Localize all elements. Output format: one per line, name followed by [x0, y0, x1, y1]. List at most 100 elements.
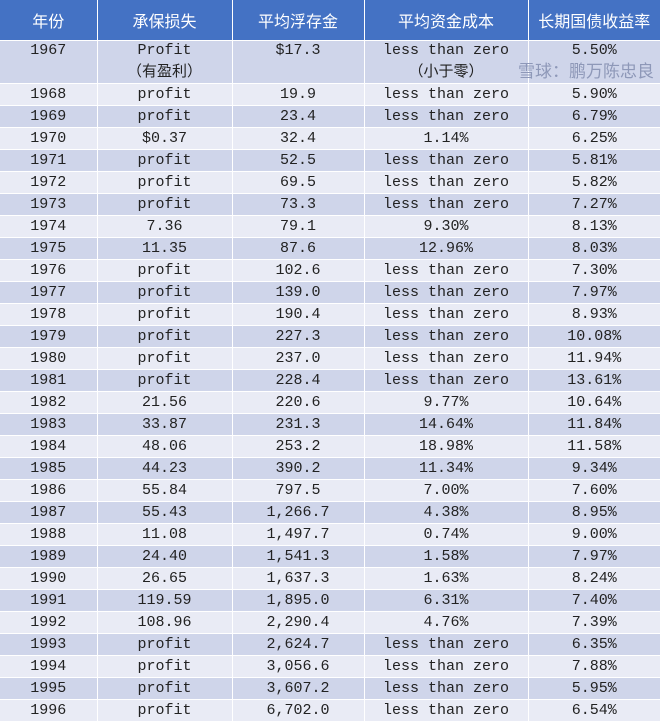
cell-year-text: 1985 — [30, 460, 66, 477]
cell-bond-yield-text: 7.97% — [572, 548, 617, 565]
cell-average-float: 69.5 — [232, 172, 364, 194]
cell-cost-of-funds: less than zero — [364, 370, 528, 392]
cell-cost-of-funds-note: （小于零） — [408, 62, 483, 80]
cell-bond-yield-text: 10.08% — [567, 328, 621, 345]
cell-bond-yield-text: 7.40% — [572, 592, 617, 609]
cell-cost-of-funds: 14.64% — [364, 414, 528, 436]
cell-average-float-text: 390.2 — [275, 460, 320, 477]
cell-bond-yield: 7.39% — [528, 612, 660, 634]
cell-underwriting-loss: $0.37 — [97, 128, 232, 150]
cell-bond-yield-text: 7.27% — [572, 196, 617, 213]
cell-average-float: 228.4 — [232, 370, 364, 392]
cell-year-text: 1974 — [30, 218, 66, 235]
cell-average-float: 3,607.2 — [232, 678, 364, 700]
cell-year-text: 1971 — [30, 152, 66, 169]
cell-bond-yield-text: 10.64% — [567, 394, 621, 411]
cell-average-float-text: 231.3 — [275, 416, 320, 433]
cell-average-float-text: 19.9 — [280, 86, 316, 103]
cell-bond-yield-text: 5.50% — [572, 42, 617, 59]
cell-cost-of-funds: 18.98% — [364, 436, 528, 458]
cell-cost-of-funds-text: less than zero — [383, 306, 509, 323]
cell-year-text: 1972 — [30, 174, 66, 191]
cell-underwriting-loss-text: profit — [137, 284, 191, 301]
cell-cost-of-funds-text: less than zero — [383, 174, 509, 191]
cell-underwriting-loss: profit — [97, 326, 232, 348]
cell-year: 1990 — [0, 568, 97, 590]
cell-underwriting-loss-text: 21.56 — [142, 394, 187, 411]
cell-bond-yield: 5.90% — [528, 84, 660, 106]
cell-bond-yield-text: 11.58% — [567, 438, 621, 455]
cell-average-float-text: $17.3 — [275, 42, 320, 59]
cell-bond-yield: 8.13% — [528, 216, 660, 238]
cell-cost-of-funds-text: 11.34% — [419, 460, 473, 477]
cell-cost-of-funds-text: 4.76% — [423, 614, 468, 631]
cell-bond-yield: 9.00% — [528, 524, 660, 546]
cell-cost-of-funds: less than zero — [364, 634, 528, 656]
cell-average-float-text: 253.2 — [275, 438, 320, 455]
cell-average-float-text: 2,290.4 — [266, 614, 329, 631]
cell-underwriting-loss-text: 24.40 — [142, 548, 187, 565]
cell-year: 1978 — [0, 304, 97, 326]
cell-year: 1991 — [0, 590, 97, 612]
cell-underwriting-loss: 7.36 — [97, 216, 232, 238]
cell-underwriting-loss: 44.23 — [97, 458, 232, 480]
cell-average-float: 220.6 — [232, 392, 364, 414]
cell-average-float: 2,290.4 — [232, 612, 364, 634]
cell-bond-yield-text: 11.84% — [567, 416, 621, 433]
cell-year: 1996 — [0, 700, 97, 721]
cell-cost-of-funds: 9.30% — [364, 216, 528, 238]
cell-underwriting-loss-text: 26.65 — [142, 570, 187, 587]
cell-average-float-text: 797.5 — [275, 482, 320, 499]
cell-year: 1979 — [0, 326, 97, 348]
cell-cost-of-funds-text: less than zero — [383, 262, 509, 279]
cell-cost-of-funds: 9.77% — [364, 392, 528, 414]
cell-average-float-text: 2,624.7 — [266, 636, 329, 653]
cell-average-float: 87.6 — [232, 238, 364, 260]
cell-underwriting-loss-text: 11.08 — [142, 526, 187, 543]
cell-year-text: 1988 — [30, 526, 66, 543]
cell-cost-of-funds: less than zero — [364, 348, 528, 370]
cell-bond-yield: 11.58% — [528, 436, 660, 458]
cell-cost-of-funds-text: less than zero — [383, 196, 509, 213]
cell-cost-of-funds-text: 0.74% — [423, 526, 468, 543]
cell-underwriting-loss-text: 55.84 — [142, 482, 187, 499]
cell-cost-of-funds: less than zero — [364, 106, 528, 128]
cell-average-float: 253.2 — [232, 436, 364, 458]
cell-underwriting-loss-text: profit — [137, 328, 191, 345]
cell-year-text: 1990 — [30, 570, 66, 587]
cell-bond-yield: 6.54% — [528, 700, 660, 721]
cell-cost-of-funds: less than zero — [364, 260, 528, 282]
cell-underwriting-loss: profit — [97, 678, 232, 700]
cell-average-float: 23.4 — [232, 106, 364, 128]
cell-average-float-text: 237.0 — [275, 350, 320, 367]
cell-year: 1988 — [0, 524, 97, 546]
cell-underwriting-loss: 11.08 — [97, 524, 232, 546]
cell-year: 1985 — [0, 458, 97, 480]
header-cost-of-funds: 平均资金成本 — [364, 0, 528, 41]
cell-year: 1986 — [0, 480, 97, 502]
cell-bond-yield-text: 5.82% — [572, 174, 617, 191]
cell-bond-yield: 7.60% — [528, 480, 660, 502]
cell-average-float: 52.5 — [232, 150, 364, 172]
cell-average-float: 102.6 — [232, 260, 364, 282]
cell-underwriting-loss-text: 48.06 — [142, 438, 187, 455]
cell-bond-yield: 11.84% — [528, 414, 660, 436]
cell-average-float-text: 102.6 — [275, 262, 320, 279]
cell-average-float: 227.3 — [232, 326, 364, 348]
cell-bond-yield: 7.97% — [528, 282, 660, 304]
cell-underwriting-loss-note: （有盈利） — [127, 62, 202, 80]
watermark: 雪球：鹏万陈忠良 — [518, 62, 654, 82]
cell-cost-of-funds-text: less than zero — [383, 86, 509, 103]
cell-average-float-text: 220.6 — [275, 394, 320, 411]
cell-underwriting-loss-text: profit — [137, 372, 191, 389]
cell-cost-of-funds: less than zero（小于零） — [364, 41, 528, 84]
